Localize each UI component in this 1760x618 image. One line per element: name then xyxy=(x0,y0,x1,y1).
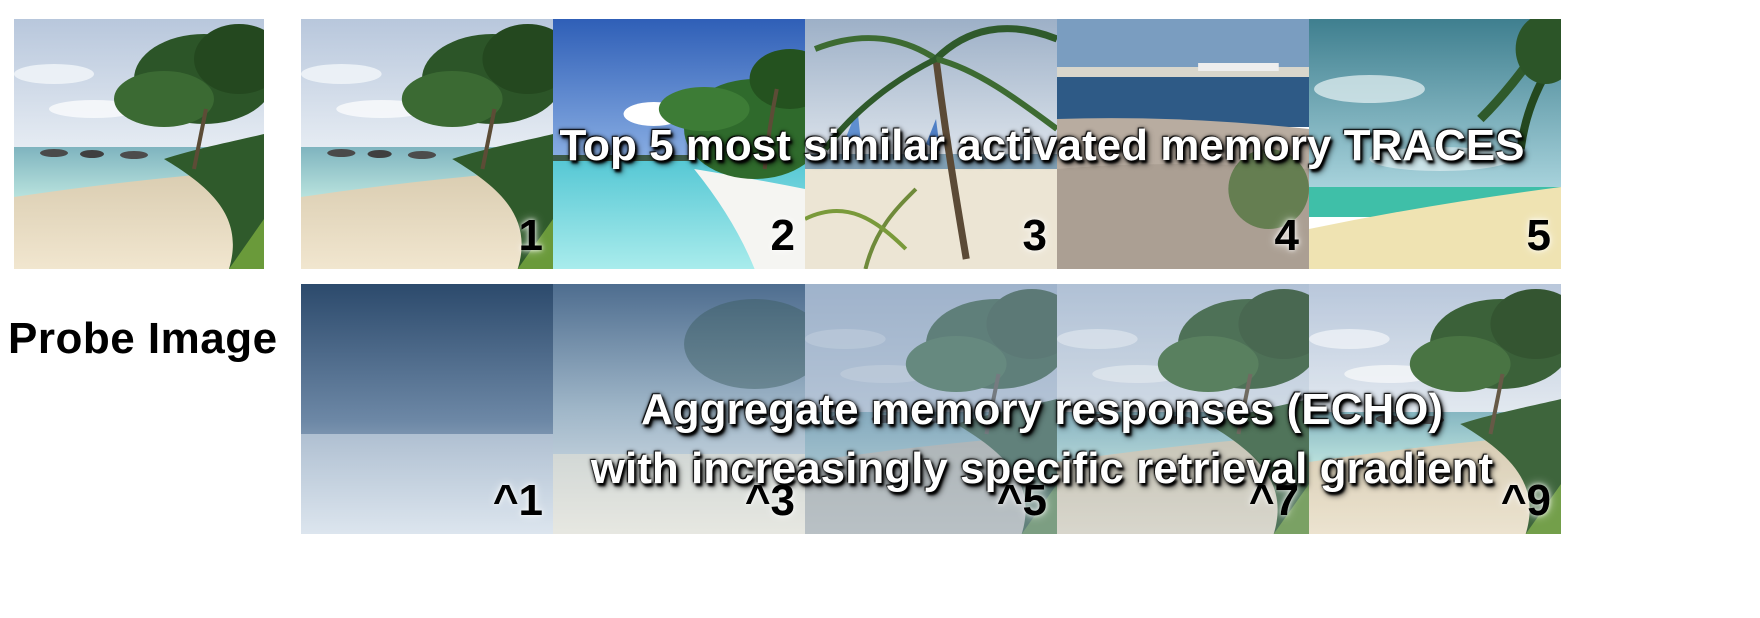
echo-image-icon xyxy=(553,284,805,534)
echo-tile-9: ^9 xyxy=(1309,284,1561,534)
echo-tile-5: ^5 xyxy=(805,284,1057,534)
trace-tile-3: 3 xyxy=(805,19,1057,269)
trace-rank: 2 xyxy=(770,211,795,260)
traces-caption: Top 5 most similar activated memory TRAC… xyxy=(559,121,1525,170)
echo-tile-3: ^3 xyxy=(553,284,805,534)
echo-tile-7: ^7 xyxy=(1057,284,1309,534)
lagoon-photo-icon xyxy=(553,19,805,269)
trace-tile-5: 5 xyxy=(1309,19,1561,269)
trace-rank: 1 xyxy=(518,211,543,260)
echo-caption-line1: Aggregate memory responses (ECHO) xyxy=(641,385,1443,434)
echo-exponent: ^5 xyxy=(996,476,1047,525)
echo-image-icon xyxy=(805,284,1057,534)
echo-exponent: ^9 xyxy=(1500,476,1551,525)
echo-image-icon xyxy=(301,284,553,534)
trace-rank: 4 xyxy=(1274,211,1299,260)
echo-exponent: ^3 xyxy=(744,476,795,525)
echo-exponent: ^1 xyxy=(492,476,543,525)
echo-caption-line2: with increasingly specific retrieval gra… xyxy=(590,444,1494,493)
trace-tile-2: 2 xyxy=(553,19,805,269)
palm-beach-photo-icon xyxy=(805,19,1057,269)
pebble-shore-photo-icon xyxy=(1057,19,1309,269)
echo-row: ^1 ^3 ^5 ^7 ^9 xyxy=(301,284,1755,534)
echo-exponent: ^7 xyxy=(1248,476,1299,525)
trace-rank: 5 xyxy=(1526,211,1551,260)
trace-tile-1: 1 xyxy=(301,19,553,269)
turquoise-bay-photo-icon xyxy=(1309,19,1561,269)
echo-tile-1: ^1 xyxy=(301,284,553,534)
probe-image xyxy=(14,19,264,269)
echo-image-icon xyxy=(1057,284,1309,534)
trace-tile-4: 4 xyxy=(1057,19,1309,269)
echo-image-icon xyxy=(1309,284,1561,534)
beach-photo-icon xyxy=(14,19,264,269)
probe-label: Probe Image xyxy=(8,314,278,363)
trace-rank: 3 xyxy=(1022,211,1047,260)
traces-row: 1 2 3 xyxy=(301,19,1755,269)
